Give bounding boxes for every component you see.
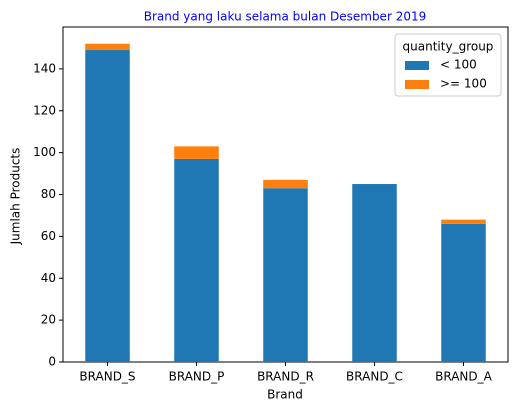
bar-segment — [85, 50, 130, 362]
x-tick-label: BRAND_P — [169, 370, 225, 384]
y-axis-label: Jumlah Products — [9, 148, 23, 246]
bar-segment — [441, 219, 486, 224]
chart-title: Brand yang laku selama bulan Desember 20… — [144, 10, 426, 24]
bar-segment — [441, 223, 486, 362]
y-tick-label: 100 — [33, 145, 56, 159]
x-tick-label: BRAND_R — [257, 370, 314, 384]
bar-segment — [352, 184, 397, 362]
legend-swatch — [405, 80, 429, 89]
legend-swatch — [405, 61, 429, 70]
y-tick-label: 60 — [41, 229, 56, 243]
bar-segment — [263, 179, 308, 189]
y-tick-label: 40 — [41, 271, 56, 285]
y-tick-label: 140 — [33, 61, 56, 75]
legend-title: quantity_group — [403, 40, 494, 54]
x-tick-label: BRAND_A — [435, 370, 493, 384]
legend-label: < 100 — [440, 58, 477, 72]
bar-segment — [263, 188, 308, 362]
y-tick-label: 20 — [41, 313, 56, 327]
bar-segment — [174, 158, 219, 362]
bar-segment — [174, 146, 219, 159]
x-tick-label: BRAND_C — [346, 370, 403, 384]
x-tick-label: BRAND_S — [79, 370, 135, 384]
y-tick-label: 80 — [41, 187, 56, 201]
x-axis-label: Brand — [267, 388, 303, 402]
y-tick-label: 120 — [33, 103, 56, 117]
y-tick-label: 0 — [48, 355, 56, 369]
bar-segment — [85, 43, 130, 51]
legend-label: >= 100 — [440, 77, 487, 91]
